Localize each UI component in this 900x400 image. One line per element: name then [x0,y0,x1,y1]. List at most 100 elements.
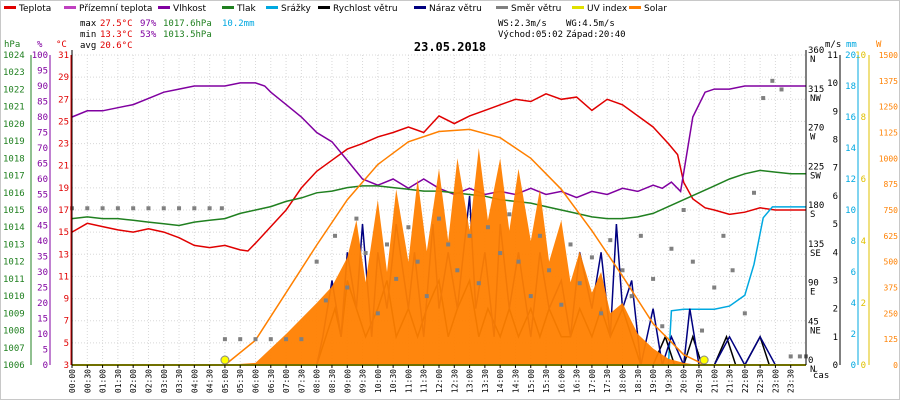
direction-tick-value: 45 [808,317,819,327]
direction-tick-value: 135 [808,240,824,250]
celsius-tick-label: 15 [58,228,69,238]
hpa-tick-label: 1016 [3,189,25,199]
solar-tick-label: 625 [884,232,899,241]
x-tick-label: 23:00 [771,369,780,393]
celsius-tick-label: 11 [58,272,69,282]
solar-tick-label: 500 [884,258,899,267]
legend-label: Přízemní teplota [79,4,152,14]
wind-direction-point [354,216,359,221]
x-tick-label: 20:00 [680,369,689,393]
percent-tick-label: 5 [43,346,48,356]
x-tick-label: 13:00 [466,369,475,393]
wind-direction-point [547,268,552,273]
wind-direction-point [146,206,151,211]
wind-direction-point [177,206,182,211]
wind-direction-point [516,259,521,264]
x-tick-label: 12:30 [450,369,459,393]
percent-tick-label: 55 [37,191,48,201]
wind-direction-point [779,87,784,92]
wind-direction-point [100,206,105,211]
solar-tick-label: 1250 [879,103,898,112]
stat-max-temp: 27.5°C [100,19,133,29]
legend-label: Teplota [18,4,51,14]
stat-min-label: min [80,30,96,40]
wind-direction-point [770,78,775,83]
wind-direction-point [207,206,212,211]
x-tick-label: 10:00 [374,369,383,393]
legend-label: Směr větru [511,4,561,14]
percent-tick-label: 100 [32,51,48,61]
x-tick-label: 19:30 [664,369,673,393]
x-tick-label: 06:00 [252,369,261,393]
unit-ms: m/s [825,40,841,50]
wind-direction-point [660,324,665,329]
legend-swatch [158,6,170,9]
x-tick-label: 09:30 [359,369,368,393]
celsius-tick-label: 21 [58,162,69,172]
direction-tick-label: N [810,55,815,65]
direction-tick-value: 270 [808,124,824,134]
x-tick-label: 16:00 [557,369,566,393]
percent-tick-label: 85 [37,98,48,108]
legend-item: Teplota [4,4,51,14]
stat-min-hum: 53% [140,30,157,40]
axis-units: hPa % °C m/s mm W [4,40,882,50]
x-tick-label: 00:30 [83,369,92,393]
mm-tick-label: 6 [851,268,856,278]
hpa-tick-label: 1013 [3,240,25,250]
wind-direction-point [467,233,472,238]
hpa-tick-label: 1018 [3,154,25,164]
solar-tick-label: 1375 [879,77,898,86]
unit-hpa: hPa [4,40,20,50]
direction-tick-label: SW [810,171,821,181]
legend-swatch [496,6,508,9]
celsius-tick-label: 31 [58,51,69,61]
direction-tick-label: E [810,288,815,298]
solar-tick-label: 0 [893,361,898,370]
x-tick-label: 19:00 [649,369,658,393]
legend-swatch [318,6,330,9]
mm-tick-label: 8 [851,237,856,247]
stat-wind-gust: WG:4.5m/s [566,19,615,29]
wind-direction-point [485,225,490,230]
legend-label: Solar [644,4,667,14]
x-tick-label: 17:00 [588,369,597,393]
hpa-tick-label: 1020 [3,120,25,130]
x-tick-label: 21:30 [726,369,735,393]
mm-tick-label: 14 [845,144,856,154]
percent-tick-label: 0 [43,361,48,371]
direction-tick-label: W [810,133,816,143]
x-tick-label: 21:00 [710,369,719,393]
direction-tick-label: S [810,210,815,220]
legend-label: Náraz větru [429,4,482,14]
ms-tick-label: 7 [833,164,838,174]
x-tick-label: 15:30 [542,369,551,393]
wind-direction-point [363,251,368,256]
wind-direction-point [333,233,338,238]
direction-tick-value: 90 [808,279,819,289]
hpa-tick-label: 1021 [3,103,25,113]
wind-direction-point [669,246,674,251]
wind-direction-point [323,298,328,303]
x-tick-label: 15:00 [527,369,536,393]
ms-tick-label: 3 [833,276,838,286]
celsius-tick-label: 25 [58,117,69,127]
legend: Teplota Přízemní teplota Vlhkost Tlak Srážky… [4,4,667,14]
mm-tick-label: 20 [845,51,856,61]
wind-direction-point [415,259,420,264]
x-tick-label: 09:00 [343,369,352,393]
percent-tick-label: 35 [37,253,48,263]
legend-item: Přízemní teplota [64,4,152,14]
hpa-tick-label: 1006 [3,361,25,371]
percent-tick-label: 40 [37,237,48,247]
ms-tick-label: 4 [833,248,838,258]
x-tick-label: 04:30 [206,369,215,393]
stat-max-hum: 97% [140,19,157,29]
ms-tick-label: 5 [833,220,838,230]
mm-tick-label: 2 [851,330,856,340]
wind-direction-point [712,285,717,290]
stat-max-label: max [80,19,97,29]
series-solar-theoretical-line [224,128,706,366]
x-tick-label: 23:30 [787,369,796,393]
